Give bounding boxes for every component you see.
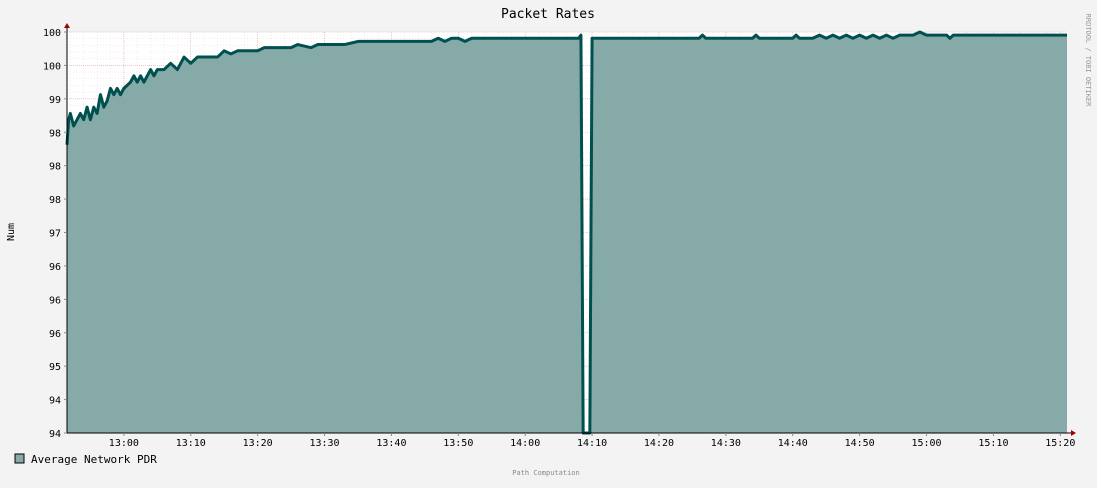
y-tick-label: 95 [49,362,61,373]
y-tick-label: 96 [49,295,61,306]
x-tick-label: 15:20 [1045,438,1075,449]
y-tick-label: 98 [49,128,61,139]
legend-swatch [14,453,25,464]
x-tick-label: 13:20 [243,438,273,449]
x-axis-ticks: 13:00 13:10 13:20 13:30 13:40 13:50 14:00 14:10… [109,433,1075,449]
axes [64,23,1076,436]
y-tick-label: 99 [49,95,61,106]
y-axis-label: Num [6,223,17,241]
chart-title: Packet Rates [501,7,595,22]
y-tick-label: 97 [49,229,61,240]
x-tick-label: 13:10 [176,438,206,449]
series-line [65,30,1067,435]
x-tick-label: 14:10 [577,438,607,449]
legend: Average Network PDR [14,453,157,466]
x-tick-label: 14:20 [644,438,674,449]
series-layer [65,30,1067,435]
y-tick-label: 96 [49,262,61,273]
footer-text: Path Computation [512,469,579,477]
x-tick-label: 14:30 [711,438,741,449]
x-tick-label: 15:10 [978,438,1008,449]
y-tick-label: 94 [49,396,61,407]
y-tick-label: 100 [43,28,61,39]
y-tick-label: 96 [49,329,61,340]
y-axis-ticks: 94 94 95 96 96 96 97 98 98 98 99 100 100 [43,28,67,440]
y-tick-label: 98 [49,162,61,173]
x-tick-label: 13:00 [109,438,139,449]
series-area [67,32,1067,433]
x-axis-arrow [1071,430,1076,436]
x-tick-label: 13:40 [376,438,406,449]
y-axis-arrow [64,23,70,28]
x-tick-label: 15:00 [911,438,941,449]
x-tick-label: 14:50 [845,438,875,449]
y-tick-label: 94 [49,429,61,440]
y-tick-label: 98 [49,195,61,206]
legend-label: Average Network PDR [31,453,157,466]
x-tick-label: 14:00 [510,438,540,449]
watermark: RRDTOOL / TOBI OETIKER [1084,14,1092,108]
x-tick-label: 14:40 [778,438,808,449]
y-tick-label: 100 [43,61,61,72]
x-tick-label: 13:50 [443,438,473,449]
x-tick-label: 13:30 [309,438,339,449]
